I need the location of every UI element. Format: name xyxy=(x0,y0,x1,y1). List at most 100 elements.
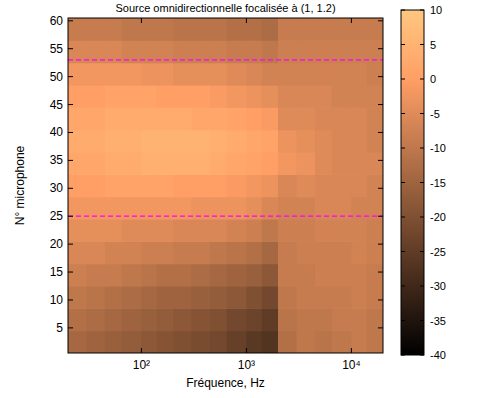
heat-cell xyxy=(210,18,227,41)
y-tick-label: 10 xyxy=(50,293,64,307)
y-tick-label: 20 xyxy=(50,237,64,251)
heat-cell xyxy=(141,63,157,86)
y-tick xyxy=(68,104,73,105)
heat-cell xyxy=(173,63,192,86)
heat-cell xyxy=(122,241,142,264)
heat-cell xyxy=(86,286,105,309)
heat-cell xyxy=(86,18,105,41)
y-tick xyxy=(68,272,73,273)
heat-cell xyxy=(227,174,247,197)
heat-cell xyxy=(141,18,157,41)
heat-cell xyxy=(122,107,142,130)
heat-cell xyxy=(246,308,262,331)
colorbar-tick xyxy=(420,355,424,356)
heat-cell xyxy=(157,85,174,108)
heat-cell xyxy=(296,63,315,86)
heat-cell xyxy=(157,264,174,287)
heat-cell xyxy=(141,308,157,331)
heat-cell xyxy=(227,85,247,108)
heat-cell xyxy=(296,308,315,331)
y-tick-label: 50 xyxy=(50,70,64,84)
heat-cell xyxy=(210,264,227,287)
heat-cell xyxy=(141,286,157,309)
heat-cell xyxy=(367,331,383,353)
colorbar-tick-label: 10 xyxy=(430,4,442,16)
heat-cell xyxy=(173,174,192,197)
heat-cell xyxy=(315,18,332,41)
heat-cell xyxy=(315,264,332,287)
heat-cell xyxy=(351,174,367,197)
y-tick xyxy=(68,244,73,245)
heat-cell xyxy=(315,241,332,264)
heat-cell xyxy=(351,264,367,287)
y-tick xyxy=(378,48,383,49)
heat-cell xyxy=(262,174,279,197)
heat-cell xyxy=(86,107,105,130)
heat-cell xyxy=(367,85,383,108)
colorbar-tick-label: -5 xyxy=(430,108,440,120)
x-axis-label: Fréquence, Hz xyxy=(186,376,265,390)
heat-cell xyxy=(68,241,87,264)
heat-cell xyxy=(105,174,122,197)
reference-line xyxy=(68,59,383,60)
heat-cell xyxy=(122,219,142,242)
heat-cell xyxy=(105,63,122,86)
heat-cell xyxy=(296,264,315,287)
heat-cell xyxy=(351,18,367,41)
heat-cell xyxy=(86,241,105,264)
colorbar-tick xyxy=(401,113,405,114)
heat-cell xyxy=(191,107,210,130)
heat-cell xyxy=(351,107,367,130)
heat-cell xyxy=(296,85,315,108)
heat-cell xyxy=(173,130,192,153)
heat-cell xyxy=(191,18,210,41)
heat-cell xyxy=(262,18,279,41)
y-tick xyxy=(68,132,73,133)
heat-cell xyxy=(210,219,227,242)
colorbar-tick xyxy=(420,10,424,11)
heat-cell xyxy=(122,308,142,331)
heat-cell xyxy=(227,152,247,175)
heat-cell xyxy=(332,286,352,309)
heat-cell xyxy=(105,286,122,309)
y-tick xyxy=(378,299,383,300)
colorbar-tick-label: 0 xyxy=(430,73,436,85)
heat-cell xyxy=(296,219,315,242)
heat-cell xyxy=(332,18,352,41)
heat-cell xyxy=(296,107,315,130)
heat-cell xyxy=(367,152,383,175)
y-tick-label: 55 xyxy=(50,42,64,56)
heat-cell xyxy=(367,241,383,264)
heat-cell xyxy=(86,219,105,242)
heat-cell xyxy=(351,308,367,331)
colorbar-tick-label: -35 xyxy=(430,315,446,327)
colorbar-tick-label: -30 xyxy=(430,280,446,292)
heat-cell xyxy=(105,331,122,353)
y-tick xyxy=(68,48,73,49)
heat-cell xyxy=(122,18,142,41)
heat-cell xyxy=(173,85,192,108)
heat-cell xyxy=(351,152,367,175)
colorbar-tick-label: -25 xyxy=(430,246,446,258)
heat-cell xyxy=(173,18,192,41)
heat-cell xyxy=(227,130,247,153)
heat-cell xyxy=(315,219,332,242)
x-tick xyxy=(351,348,352,353)
heat-cell xyxy=(367,107,383,130)
heat-cell xyxy=(105,107,122,130)
heat-cell xyxy=(173,152,192,175)
heat-cell xyxy=(105,85,122,108)
heat-cell xyxy=(68,219,87,242)
y-axis-label: N° microphone xyxy=(13,145,27,225)
heat-cell xyxy=(367,264,383,287)
heat-cell xyxy=(315,152,332,175)
y-tick-label: 35 xyxy=(50,153,64,167)
heat-cell xyxy=(191,130,210,153)
heat-cell xyxy=(68,63,87,86)
heat-cell xyxy=(315,174,332,197)
heat-cell xyxy=(262,130,279,153)
colorbar-tick xyxy=(401,79,405,80)
heat-cell xyxy=(296,241,315,264)
heat-cell xyxy=(227,219,247,242)
heat-cell xyxy=(367,174,383,197)
